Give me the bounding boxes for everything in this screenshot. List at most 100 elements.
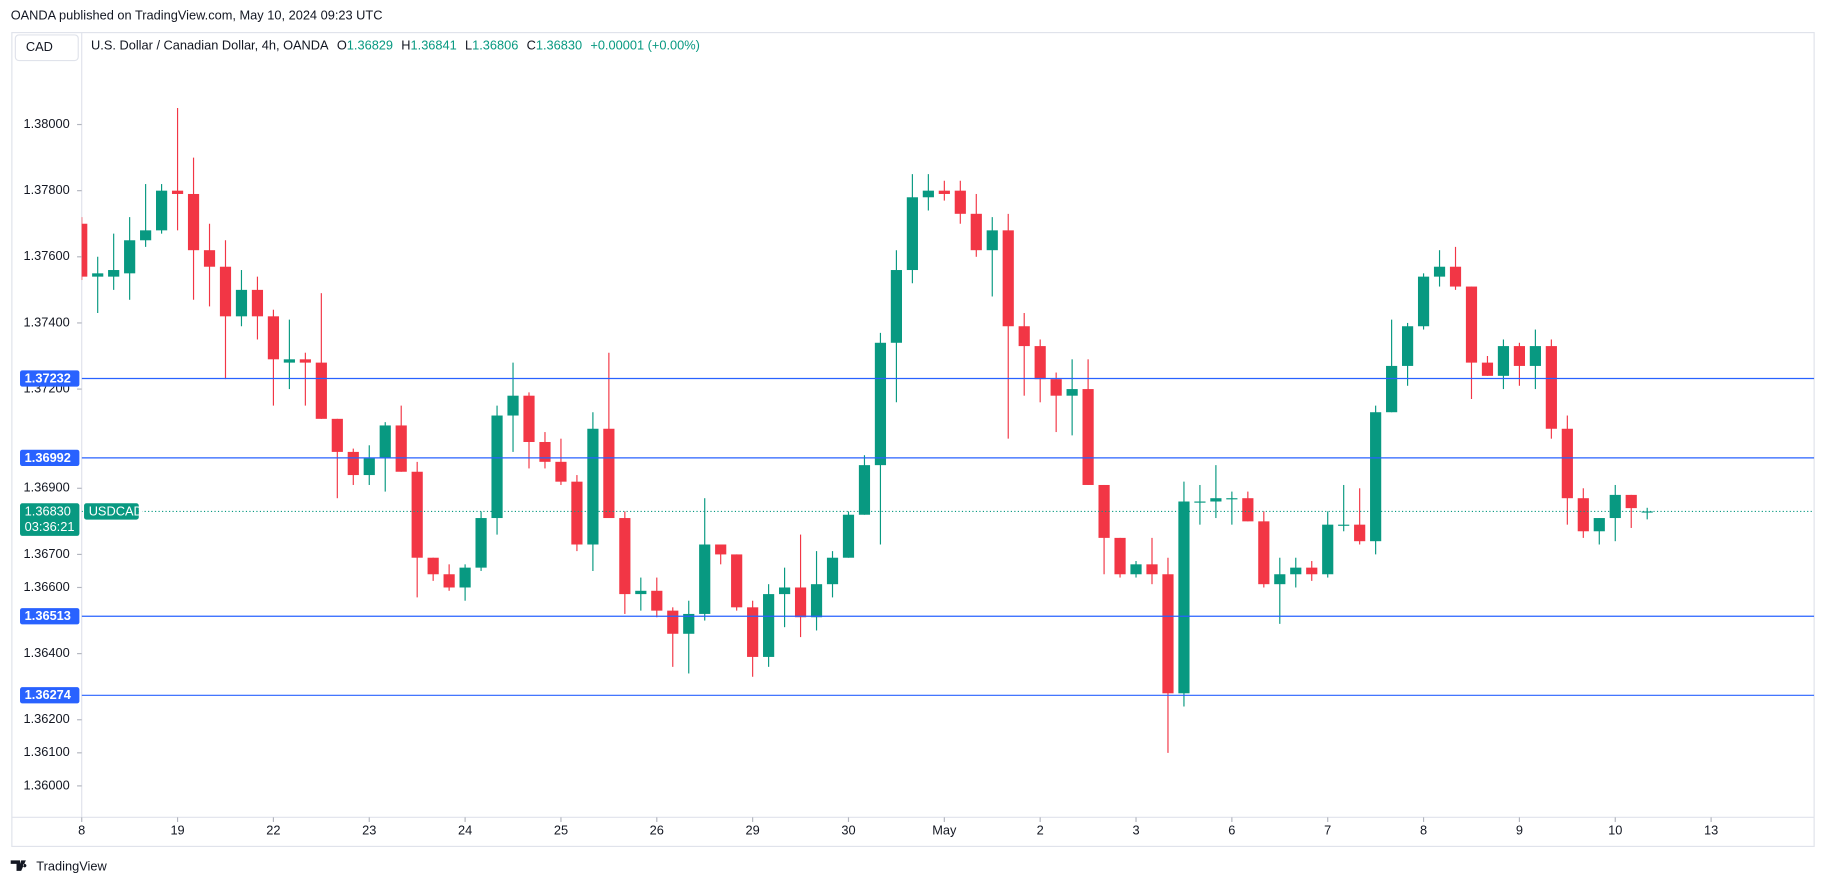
- candle-body: [331, 418, 343, 452]
- candle-body: [1386, 365, 1398, 413]
- open-value: 1.36829: [347, 38, 393, 53]
- candle-body: [1338, 524, 1350, 526]
- candle-body: [667, 610, 679, 634]
- candle-body: [715, 544, 727, 555]
- candle-body: [395, 425, 407, 472]
- x-tick-label: 24: [458, 823, 472, 838]
- x-tick-label: 26: [650, 823, 664, 838]
- y-tick-label: 1.38000: [24, 116, 70, 131]
- candle-body: [1162, 574, 1174, 694]
- candle-body: [1354, 524, 1366, 542]
- low-value: 1.36806: [472, 38, 518, 53]
- candle-body: [1449, 266, 1462, 287]
- candle-body: [1561, 428, 1573, 499]
- candle-body: [219, 266, 232, 317]
- x-tick-label: 8: [1420, 823, 1427, 838]
- plot-area: [81, 107, 1815, 753]
- candle-body: [459, 567, 471, 588]
- candle-body: [1130, 564, 1142, 575]
- x-tick-label: 30: [841, 823, 855, 838]
- low-label: L: [465, 38, 472, 53]
- brand[interactable]: TradingView: [10, 859, 108, 874]
- y-tick-label: 1.37600: [24, 248, 70, 263]
- candle-body: [171, 190, 184, 194]
- high-label: H: [401, 38, 410, 53]
- candle-body: [683, 613, 695, 634]
- candle-body: [1290, 567, 1302, 575]
- candle-body: [1545, 346, 1557, 429]
- y-tick-label: 1.37400: [24, 314, 70, 329]
- level-label: 1.36513: [25, 608, 71, 623]
- close-label: C: [527, 38, 536, 53]
- candle-body: [1370, 412, 1382, 542]
- level-label-box: [20, 449, 80, 467]
- candle-body: [156, 190, 168, 231]
- candle-body: [555, 461, 567, 482]
- candle-body: [826, 557, 839, 585]
- brand-logo: [10, 860, 27, 871]
- current-price-label: 1.36830: [25, 503, 71, 518]
- symbol-tag-box: [84, 503, 139, 520]
- x-tick-label: 22: [266, 823, 280, 838]
- candle-body: [651, 590, 663, 611]
- candle-body: [1050, 379, 1062, 396]
- level-label-box: [20, 608, 80, 625]
- candle-body: [1066, 389, 1078, 396]
- candle-body: [763, 594, 775, 657]
- x-tick-label: 23: [362, 823, 376, 838]
- candle-body: [347, 451, 359, 476]
- high-value: 1.36841: [411, 38, 457, 53]
- pane-border: [11, 32, 1815, 847]
- candle-body: [539, 441, 551, 462]
- candle-body: [363, 458, 375, 476]
- candle-body: [491, 415, 503, 519]
- candle-body: [1242, 498, 1254, 522]
- candle-body: [203, 250, 216, 267]
- candle-body: [1513, 346, 1526, 366]
- candle-body: [507, 395, 519, 416]
- close-value: 1.36830: [536, 38, 582, 53]
- candle-body: [986, 230, 998, 251]
- candle-body: [810, 584, 823, 618]
- level-label-box: [20, 370, 80, 387]
- candle-body: [1465, 286, 1478, 363]
- candle-body: [1641, 511, 1653, 513]
- y-tick-label: 1.36100: [24, 744, 70, 759]
- candle-body: [635, 590, 647, 595]
- candle-body: [858, 465, 871, 515]
- candle-body: [938, 190, 950, 194]
- candle-body: [571, 481, 583, 545]
- x-tick-label: May: [932, 823, 957, 838]
- candle-body: [1098, 484, 1110, 538]
- candle-body: [1481, 362, 1494, 376]
- countdown: 03:36:21: [25, 519, 75, 534]
- x-tick-label: 6: [1228, 823, 1235, 838]
- level-label-box: [20, 687, 80, 704]
- candle-body: [1577, 498, 1589, 532]
- candle-body: [747, 607, 759, 657]
- candle-body: [1210, 498, 1222, 502]
- x-tick-label: 29: [746, 823, 760, 838]
- candle-body: [1401, 326, 1414, 366]
- open-label: O: [337, 38, 347, 53]
- level-label: 1.36274: [25, 687, 72, 702]
- y-tick-label: 1.36400: [24, 645, 70, 660]
- candle-body: [443, 574, 455, 588]
- candle-body: [970, 213, 982, 251]
- candle-body: [731, 554, 743, 608]
- x-tick-label: 19: [170, 823, 184, 838]
- current-price-box: [20, 503, 80, 536]
- y-tick-label: 1.36900: [24, 480, 70, 495]
- candle-body: [1306, 567, 1318, 575]
- candle-body: [108, 270, 120, 277]
- x-tick-label: 2: [1037, 823, 1044, 838]
- symbol-tag: USDCAD: [89, 503, 143, 518]
- candle-body: [1018, 326, 1030, 347]
- candle-body: [890, 270, 903, 343]
- change: +0.00001 (+0.00%): [590, 38, 700, 53]
- y-tick-label: 1.36700: [24, 546, 70, 561]
- level-label: 1.37232: [25, 370, 71, 385]
- currency-button[interactable]: [14, 34, 79, 62]
- y-tick-label: 1.37800: [24, 182, 70, 197]
